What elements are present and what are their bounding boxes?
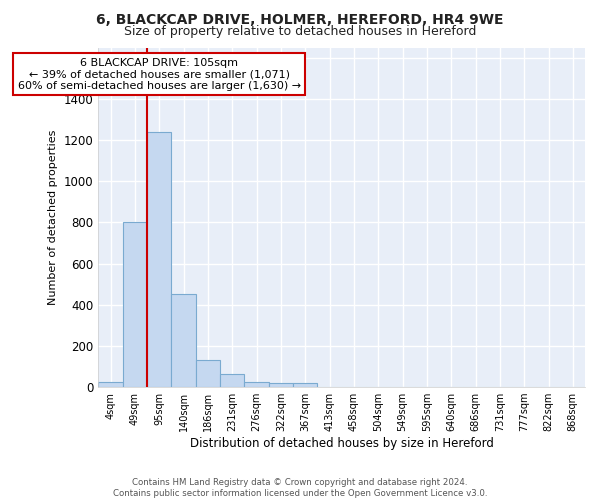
Bar — [244, 382, 269, 387]
Text: 6 BLACKCAP DRIVE: 105sqm
← 39% of detached houses are smaller (1,071)
60% of sem: 6 BLACKCAP DRIVE: 105sqm ← 39% of detach… — [17, 58, 301, 91]
Text: 6, BLACKCAP DRIVE, HOLMER, HEREFORD, HR4 9WE: 6, BLACKCAP DRIVE, HOLMER, HEREFORD, HR4… — [96, 12, 504, 26]
Bar — [123, 222, 147, 387]
Text: Size of property relative to detached houses in Hereford: Size of property relative to detached ho… — [124, 25, 476, 38]
Text: Contains HM Land Registry data © Crown copyright and database right 2024.
Contai: Contains HM Land Registry data © Crown c… — [113, 478, 487, 498]
Bar — [196, 360, 220, 387]
Bar — [220, 374, 244, 387]
Bar — [293, 383, 317, 387]
X-axis label: Distribution of detached houses by size in Hereford: Distribution of detached houses by size … — [190, 437, 494, 450]
Bar — [98, 382, 123, 387]
Bar — [147, 132, 172, 387]
Bar — [172, 294, 196, 387]
Bar — [269, 383, 293, 387]
Y-axis label: Number of detached properties: Number of detached properties — [48, 130, 58, 305]
